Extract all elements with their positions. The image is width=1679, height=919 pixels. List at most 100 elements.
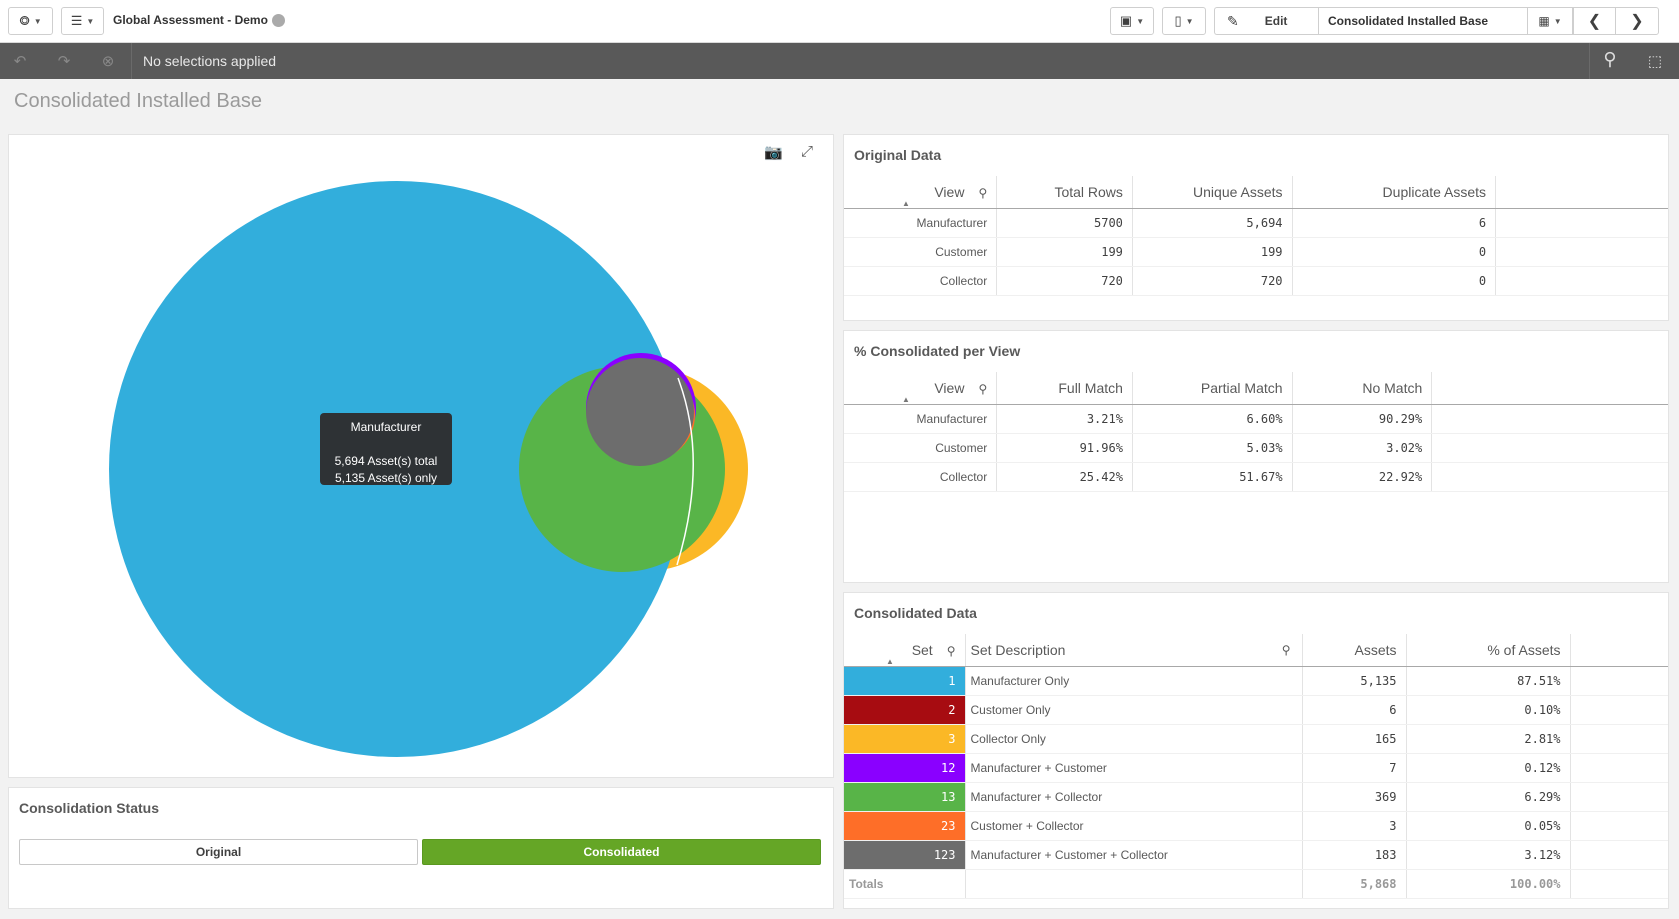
previous-sheet-button[interactable]: ❮: [1573, 7, 1616, 35]
camera-icon[interactable]: 📷: [764, 144, 783, 161]
set-cell[interactable]: 2: [844, 695, 966, 725]
column-header-set-description[interactable]: Set Description ⚲: [965, 634, 1303, 667]
consolidated-data-table: Set ⚲ ▲ Set Description ⚲ Assets % of Asset…: [844, 634, 1668, 899]
venn-tooltip: Manufacturer 5,694 Asset(s) total 5,135 …: [320, 413, 452, 485]
cell: [1495, 208, 1668, 238]
selection-status-text: No selections applied: [143, 53, 277, 69]
cell: [1570, 868, 1668, 899]
chevron-right-icon: ❯: [1630, 13, 1644, 30]
consolidated-data-title: Consolidated Data: [854, 605, 977, 621]
cell: [1570, 811, 1668, 841]
assets-cell: 6: [1302, 695, 1407, 725]
set-cell[interactable]: 3: [844, 724, 966, 754]
cell[interactable]: Collector: [844, 462, 998, 492]
search-icon[interactable]: ⚲: [1603, 49, 1617, 69]
venn-region-all-three[interactable]: [586, 358, 694, 466]
step-back-icon[interactable]: ↶: [13, 53, 27, 70]
search-icon[interactable]: ⚲: [1281, 643, 1291, 657]
sort-ascending-icon: ▲: [886, 656, 894, 666]
cell: [1570, 724, 1668, 754]
app-title-text: Global Assessment - Demo: [113, 13, 268, 27]
column-header-set[interactable]: Set ⚲ ▲: [844, 634, 966, 667]
column-header-view[interactable]: View ⚲ ▲: [844, 372, 998, 405]
column-header-percent-of-assets[interactable]: % of Assets: [1406, 634, 1571, 667]
navigation-menu-button[interactable]: ⭗ ▼: [8, 7, 53, 35]
app-title: Global Assessment - Demo: [113, 13, 285, 27]
percent-cell: 87.51%: [1406, 666, 1571, 696]
cell: [1495, 237, 1668, 267]
step-forward-icon[interactable]: ↷: [57, 53, 71, 70]
totals-row: Totals 5,868 100.00%: [844, 868, 1668, 899]
cell[interactable]: Manufacturer: [844, 208, 998, 238]
cell: 25.42%: [996, 462, 1133, 492]
set-cell[interactable]: 23: [844, 811, 966, 841]
bookmark-button[interactable]: ▯ ▼: [1162, 7, 1206, 35]
assets-cell: 5,135: [1302, 666, 1407, 696]
cell: [1570, 753, 1668, 783]
cell[interactable]: Customer: [844, 237, 998, 267]
cell[interactable]: Customer: [844, 433, 998, 463]
column-label: Duplicate Assets: [1382, 183, 1487, 200]
original-data-table: View ⚲ ▲ Total Rows Unique Assets Duplicat…: [844, 176, 1668, 296]
table-row: 23 Customer + Collector 3 0.05%: [844, 811, 1668, 841]
column-label: Unique Assets: [1193, 183, 1283, 200]
column-header-duplicate-assets[interactable]: Duplicate Assets: [1292, 176, 1497, 209]
column-label: No Match: [1362, 379, 1423, 396]
sheets-icon: ▦: [1538, 14, 1550, 28]
search-icon[interactable]: ⚲: [946, 643, 956, 658]
set-cell[interactable]: 123: [844, 840, 966, 870]
story-button[interactable]: ▣ ▼: [1110, 7, 1154, 35]
cell: 3.21%: [996, 404, 1133, 434]
column-header-full-match[interactable]: Full Match: [996, 372, 1133, 405]
next-sheet-button[interactable]: ❯: [1615, 7, 1659, 35]
column-header-empty: [1570, 634, 1668, 667]
assets-cell: 165: [1302, 724, 1407, 754]
edit-button[interactable]: ✎ Edit: [1214, 7, 1319, 35]
search-icon[interactable]: ⚲: [978, 381, 988, 396]
column-header-no-match[interactable]: No Match: [1292, 372, 1433, 405]
set-description-cell[interactable]: Collector Only: [965, 724, 1303, 754]
selection-bar: ↶ ↷ ⊗ No selections applied ⚲ ⬚: [0, 43, 1679, 79]
set-cell[interactable]: 1: [844, 666, 966, 696]
original-button[interactable]: Original: [19, 839, 418, 865]
sheet-list-button[interactable]: ▦ ▼: [1527, 7, 1573, 35]
search-icon[interactable]: ⚲: [978, 185, 988, 200]
column-header-unique-assets[interactable]: Unique Assets: [1132, 176, 1293, 209]
venn-boundary-line: [676, 377, 694, 566]
column-header-partial-match[interactable]: Partial Match: [1132, 372, 1293, 405]
set-description-cell[interactable]: Manufacturer Only: [965, 666, 1303, 696]
expand-icon[interactable]: ⤢: [801, 143, 814, 160]
table-row: Manufacturer 5700 5,694 6: [844, 208, 1668, 238]
cell: 90.29%: [1292, 404, 1433, 434]
table-row: 123 Manufacturer + Customer + Collector 18…: [844, 840, 1668, 870]
set-description-cell[interactable]: Customer + Collector: [965, 811, 1303, 841]
smart-search-selection-icon[interactable]: ⬚: [1647, 53, 1663, 70]
cell[interactable]: Manufacturer: [844, 404, 998, 434]
tooltip-title: Manufacturer: [350, 420, 422, 434]
percent-cell: 3.12%: [1406, 840, 1571, 870]
column-header-assets[interactable]: Assets: [1302, 634, 1407, 667]
top-toolbar: ⭗ ▼ ☰ ▼ Global Assessment - Demo ▣ ▼ ▯ ▼ ✎ E…: [0, 0, 1679, 43]
consolidated-button[interactable]: Consolidated: [422, 839, 821, 865]
set-description-cell[interactable]: Manufacturer + Customer: [965, 753, 1303, 783]
column-label: Full Match: [1058, 379, 1123, 396]
selection-divider-right: [1589, 43, 1590, 79]
column-header-view[interactable]: View ⚲ ▲: [844, 176, 998, 209]
cell: [1570, 666, 1668, 696]
cell[interactable]: Collector: [844, 266, 998, 296]
column-header-total-rows[interactable]: Total Rows: [996, 176, 1133, 209]
cell: 5700: [996, 208, 1133, 238]
sheet-name: Consolidated Installed Base: [1318, 7, 1568, 35]
percent-cell: 6.29%: [1406, 782, 1571, 812]
set-cell[interactable]: 12: [844, 753, 966, 783]
global-menu-button[interactable]: ☰ ▼: [61, 7, 104, 35]
venn-chart-panel[interactable]: 📷 ⤢ Manufacturer 5,694 Asset(s) total 5,…: [8, 134, 834, 778]
cell: [1570, 695, 1668, 725]
assets-cell: 7: [1302, 753, 1407, 783]
set-description-cell[interactable]: Customer Only: [965, 695, 1303, 725]
clear-all-selections-icon[interactable]: ⊗: [101, 53, 115, 70]
column-label: View: [934, 183, 965, 200]
set-cell[interactable]: 13: [844, 782, 966, 812]
set-description-cell[interactable]: Manufacturer + Customer + Collector: [965, 840, 1303, 870]
set-description-cell[interactable]: Manufacturer + Collector: [965, 782, 1303, 812]
